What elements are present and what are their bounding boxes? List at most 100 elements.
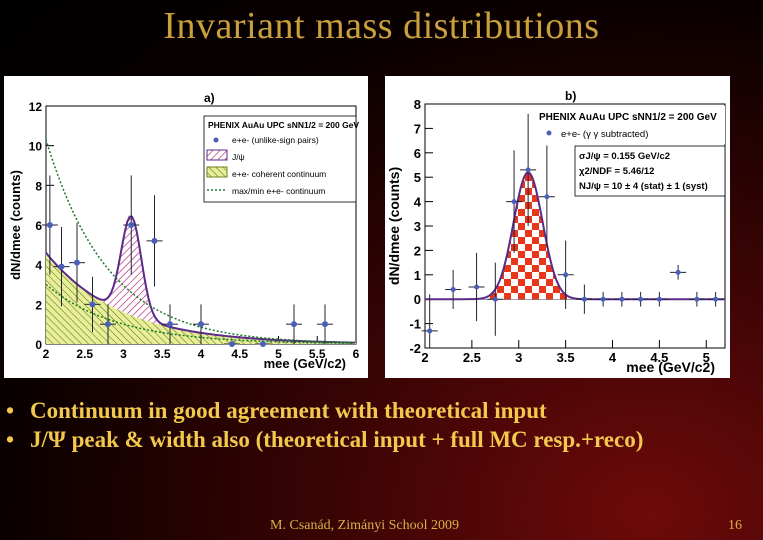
x-tick-label: 3.5 xyxy=(154,347,171,361)
data-point xyxy=(492,296,498,302)
data-point xyxy=(128,222,135,228)
y-tick-label: 6 xyxy=(35,219,42,233)
x-tick-label: 6 xyxy=(353,347,360,361)
data-point xyxy=(656,296,662,302)
data-point xyxy=(713,296,719,302)
legend-header: PHENIX AuAu UPC sNN1/2 = 200 GeV xyxy=(208,120,359,130)
y-tick-label: -2 xyxy=(409,341,421,356)
data-point xyxy=(58,263,65,270)
legend-entry: max/min e+e- continuum xyxy=(232,186,325,196)
x-axis-title: mee (GeV/c2) xyxy=(264,356,346,371)
y-tick-label: 1 xyxy=(414,268,421,283)
x-tick-label: 2.5 xyxy=(76,347,93,361)
y-tick-label: 4 xyxy=(35,259,42,273)
data-point xyxy=(229,341,235,347)
page-number: 16 xyxy=(728,518,742,533)
data-point xyxy=(89,301,96,308)
y-tick-label: 0 xyxy=(35,338,42,352)
x-tick-label: 2 xyxy=(43,347,50,361)
data-point xyxy=(619,296,625,302)
legend-entry: e+e- (unlike-sign pairs) xyxy=(232,135,319,145)
fit-result-box xyxy=(574,145,726,197)
legend-entry: J/ψ xyxy=(232,152,245,162)
y-axis-title: dN/dmee (counts) xyxy=(8,170,23,280)
y-tick-label: 6 xyxy=(414,146,421,161)
data-point xyxy=(322,321,328,328)
bullet-list: • Continuum in good agreement with theor… xyxy=(6,396,726,454)
gaussian-fit-curve xyxy=(425,171,725,301)
panel-label: a) xyxy=(204,91,215,105)
y-tick-label: 2 xyxy=(414,243,421,258)
y-axis-title: dN/dmee (counts) xyxy=(386,167,402,285)
x-tick-label: 4 xyxy=(198,347,205,361)
fit-result-line: σJ/ψ = 0.155 GeV/c2 xyxy=(579,151,670,162)
x-tick-label: 2.5 xyxy=(463,350,481,365)
bullet-item: • J/Ψ peak & width also (theoretical inp… xyxy=(6,425,726,454)
bullet-text: Continuum in good agreement with theoret… xyxy=(30,398,547,423)
fit-result-line: χ2/NDF = 5.46/12 xyxy=(579,166,654,177)
slide-title: Invariant mass distributions xyxy=(163,5,600,47)
x-tick-label: 3 xyxy=(120,347,127,361)
legend-header: PHENIX AuAu UPC sNN1/2 = 200 GeV xyxy=(539,112,717,123)
data-point xyxy=(74,259,80,266)
legend-entry: e+e- (γ γ subtracted) xyxy=(561,129,648,140)
legend-box xyxy=(535,106,725,144)
data-point xyxy=(511,199,517,205)
x-axis-title: mee (GeV/c2) xyxy=(626,359,715,375)
bullet-dot-icon: • xyxy=(6,398,15,423)
jpsi-peak-area xyxy=(100,216,167,327)
x-tick-label: 2 xyxy=(421,350,428,365)
y-tick-label: 0 xyxy=(414,292,421,307)
data-point xyxy=(474,284,480,290)
x-tick-label: 4.5 xyxy=(231,347,248,361)
invariant-mass-plot-b: 2 2.5 3 3.5 4 4.5 5 -2 -1 0 1 2 3 4 5 6 7 8 mee (GeV/c2) dN… xyxy=(386,89,726,375)
legend-marker-data xyxy=(213,137,219,143)
bullet-text: J/Ψ peak & width also (theoretical input… xyxy=(30,427,644,452)
data-point xyxy=(260,341,266,347)
data-point xyxy=(151,237,158,244)
x-tick-label: 5 xyxy=(275,347,282,361)
legend-box xyxy=(203,115,357,203)
y-tick-label: 4 xyxy=(414,195,422,210)
x-tick-label: 5 xyxy=(703,350,710,365)
coherent-continuum-area xyxy=(46,252,356,344)
data-point xyxy=(638,296,644,302)
data-point xyxy=(694,296,700,302)
data-point xyxy=(46,222,53,228)
y-tick-label: 8 xyxy=(35,179,42,193)
data-point xyxy=(198,321,204,328)
max-continuum-curve xyxy=(45,139,353,344)
x-tick-label: 4.5 xyxy=(650,350,668,365)
data-point xyxy=(105,321,111,328)
data-point xyxy=(600,296,606,302)
x-tick-label: 3 xyxy=(515,350,522,365)
y-tick-label: 10 xyxy=(29,140,43,154)
x-tick-label: 5.5 xyxy=(309,347,326,361)
panel-label: b) xyxy=(565,89,576,103)
y-tick-label: 2 xyxy=(35,298,42,312)
data-point xyxy=(167,321,173,328)
legend-marker-continuum xyxy=(206,166,228,178)
legend-entry: e+e- coherent continuum xyxy=(232,169,326,179)
x-tick-label: 4 xyxy=(609,350,617,365)
bullet-item: • Continuum in good agreement with theor… xyxy=(6,396,726,425)
legend-marker-data xyxy=(546,130,552,136)
y-tick-label: 8 xyxy=(414,97,421,112)
y-tick-label: -1 xyxy=(409,317,421,332)
min-continuum-curve xyxy=(45,283,353,344)
data-point xyxy=(675,269,681,275)
data-point xyxy=(427,328,433,334)
legend-marker-jpsi xyxy=(206,149,228,161)
bullet-dot-icon: • xyxy=(6,427,15,452)
x-tick-label: 3.5 xyxy=(557,350,575,365)
data-point xyxy=(581,296,587,302)
plot-panel-b: 2 2.5 3 3.5 4 4.5 5 -2 -1 0 1 2 3 4 5 6 7 8 mee (GeV/c2) dN… xyxy=(385,76,730,378)
data-point xyxy=(450,286,456,292)
y-tick-label: 3 xyxy=(414,219,421,234)
data-point xyxy=(544,194,550,200)
fit-result-line: NJ/ψ = 10 ± 4 (stat) ± 1 (syst) xyxy=(579,181,708,192)
y-tick-label: 5 xyxy=(414,170,421,185)
data-point xyxy=(291,321,297,328)
data-point xyxy=(525,167,531,173)
